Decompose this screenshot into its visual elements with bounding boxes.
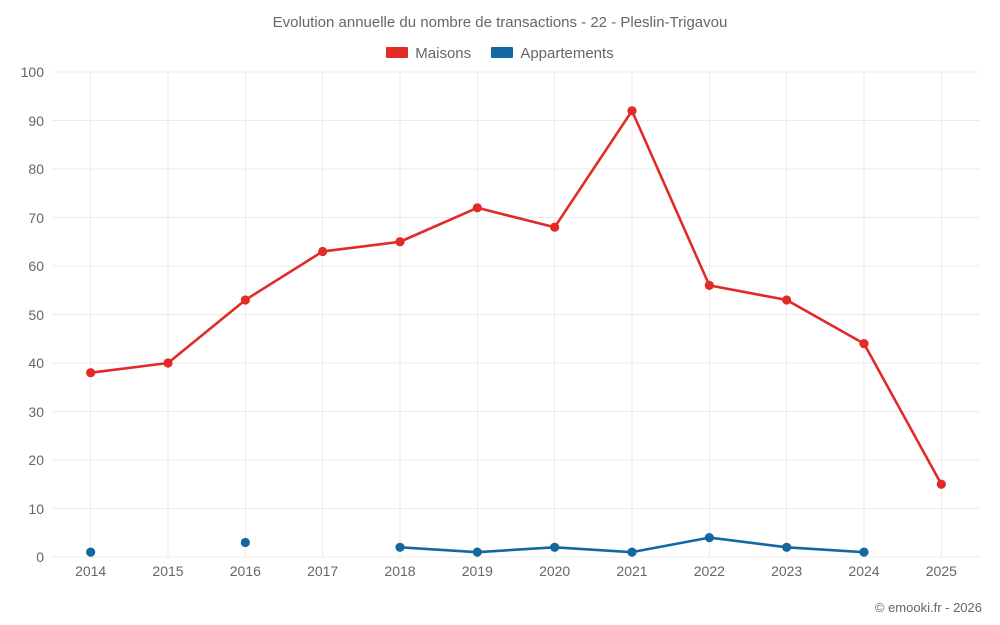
chart-series-layer (86, 106, 946, 557)
legend-item-maisons[interactable]: Maisons (386, 44, 471, 62)
x-tick-label: 2025 (925, 563, 957, 579)
data-point[interactable] (704, 280, 714, 290)
x-axis: 2014 2015 2016 2017 2018 2019 2020 2021 2022 2023… (52, 563, 980, 589)
x-tick-label: 2016 (229, 563, 261, 579)
y-tick-label: 90 (28, 112, 44, 129)
data-point[interactable] (395, 237, 405, 247)
data-point[interactable] (782, 542, 792, 552)
y-tick-label: 10 (28, 500, 44, 517)
x-tick-label: 2018 (384, 563, 416, 579)
y-tick-label: 60 (28, 258, 44, 274)
data-point[interactable] (704, 533, 714, 543)
y-tick-label: 80 (28, 161, 44, 177)
data-point[interactable] (472, 203, 482, 213)
chart-title: Evolution annuelle du nombre de transact… (272, 14, 728, 31)
data-point[interactable] (627, 547, 637, 557)
x-tick-label: 2017 (307, 563, 339, 579)
chart-legend: Maisons Appartements (0, 44, 1000, 62)
x-tick-label: 2019 (461, 563, 493, 579)
legend-swatch-appartements (491, 46, 514, 58)
x-tick-label: 2024 (848, 563, 880, 579)
series-appartements (86, 533, 869, 557)
y-tick-label: 50 (28, 306, 44, 323)
y-tick-label: 100 (20, 64, 44, 80)
x-tick-label: 2020 (539, 563, 571, 579)
footer-credit: © emooki.fr - 2026 (874, 600, 982, 615)
data-point[interactable] (240, 537, 250, 548)
y-tick-label: 30 (28, 403, 44, 420)
plot-area (52, 71, 980, 558)
data-point[interactable] (782, 295, 792, 305)
data-point[interactable] (86, 547, 96, 557)
x-tick-label: 2015 (152, 563, 184, 579)
data-point[interactable] (936, 479, 946, 489)
y-axis: 0 10 20 30 40 50 60 70 80 90 100 (0, 64, 44, 565)
series-line (89, 109, 943, 486)
legend-label-maisons: Maisons (415, 44, 472, 62)
x-tick-label: 2014 (75, 563, 107, 579)
x-tick-label: 2021 (616, 563, 648, 579)
data-point[interactable] (472, 547, 482, 557)
data-point[interactable] (318, 246, 328, 257)
data-point[interactable] (395, 542, 405, 552)
data-point[interactable] (163, 358, 173, 368)
chart-gridlines (52, 71, 980, 558)
data-point[interactable] (859, 339, 869, 349)
data-point[interactable] (240, 295, 250, 305)
legend-item-appartements[interactable]: Appartements (491, 44, 614, 62)
data-point[interactable] (550, 222, 560, 232)
data-point[interactable] (859, 547, 869, 557)
x-tick-label: 2022 (693, 563, 725, 579)
y-tick-label: 0 (36, 549, 44, 565)
legend-swatch-maisons (386, 46, 409, 58)
data-point[interactable] (550, 542, 560, 552)
y-tick-label: 40 (28, 355, 44, 371)
y-tick-label: 20 (28, 452, 44, 468)
x-tick-label: 2023 (771, 563, 803, 579)
y-tick-label: 70 (28, 209, 44, 226)
legend-label-appartements: Appartements (520, 44, 614, 62)
data-point[interactable] (86, 368, 96, 378)
series-maisons (86, 106, 946, 489)
data-point[interactable] (627, 106, 637, 116)
